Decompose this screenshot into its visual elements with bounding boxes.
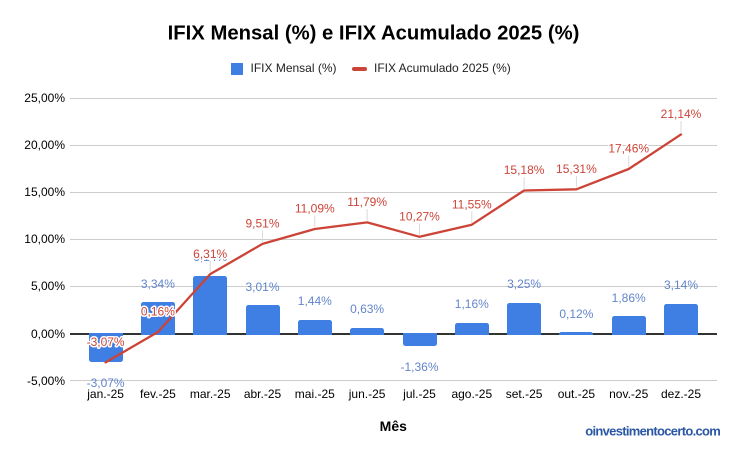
svg-text:6,31%: 6,31% — [193, 247, 227, 261]
svg-text:11,55%: 11,55% — [452, 197, 492, 211]
svg-text:11,09%: 11,09% — [295, 202, 335, 216]
svg-text:11,79%: 11,79% — [347, 195, 387, 209]
svg-text:15,18%: 15,18% — [504, 163, 545, 177]
svg-text:17,46%: 17,46% — [608, 142, 649, 156]
svg-text:-3,07%: -3,07% — [87, 335, 125, 349]
svg-text:0,16%: 0,16% — [141, 305, 175, 319]
svg-text:10,27%: 10,27% — [399, 210, 440, 224]
svg-text:21,14%: 21,14% — [661, 107, 702, 121]
svg-text:9,51%: 9,51% — [245, 217, 279, 231]
svg-text:15,31%: 15,31% — [556, 162, 597, 176]
